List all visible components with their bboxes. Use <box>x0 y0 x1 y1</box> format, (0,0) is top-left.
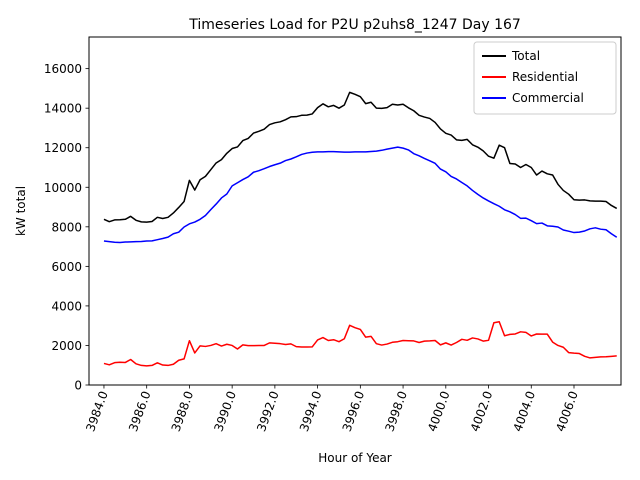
x-axis-ticks: 3984.0 3986.0 3988.0 3990.0 3992.0 3994.0 3996… <box>83 385 581 433</box>
x-tick-label: 4002.0 <box>468 389 496 433</box>
y-tick-label: 0 <box>74 379 82 393</box>
chart-title: Timeseries Load for P2U p2uhs8_1247 Day … <box>188 17 521 33</box>
legend-label-residential: Residential <box>512 70 578 84</box>
y-tick-label: 4000 <box>51 299 82 313</box>
series-line-total <box>103 91 618 223</box>
x-tick-label: 3998.0 <box>382 389 410 433</box>
legend-label-total: Total <box>511 49 540 63</box>
y-tick-label: 2000 <box>51 339 82 353</box>
series-line-commercial <box>103 146 618 244</box>
y-tick-label: 12000 <box>44 141 82 155</box>
x-tick-label: 3990.0 <box>211 389 239 433</box>
y-axis-label: kW total <box>14 186 28 236</box>
y-tick-label: 16000 <box>44 62 82 76</box>
x-tick-label: 3996.0 <box>340 389 368 433</box>
legend-label-commercial: Commercial <box>512 91 584 105</box>
y-tick-label: 8000 <box>51 220 82 234</box>
x-tick-label: 3984.0 <box>83 389 111 433</box>
legend-box <box>473 41 617 115</box>
y-tick-label: 6000 <box>51 260 82 274</box>
y-axis-ticks: 0 2000 4000 6000 8000 10000 12000 14000 16000 <box>44 62 89 393</box>
legend: Total Residential Commercial <box>473 41 617 115</box>
x-axis-label: Hour of Year <box>318 451 392 465</box>
x-tick-label: 4006.0 <box>553 389 581 433</box>
plot-frame <box>88 36 622 386</box>
x-tick-label: 4000.0 <box>425 389 453 433</box>
x-tick-label: 4004.0 <box>511 389 539 433</box>
y-tick-label: 14000 <box>44 102 82 116</box>
y-tick-label: 10000 <box>44 181 82 195</box>
x-tick-label: 3992.0 <box>254 389 282 433</box>
x-tick-label: 3988.0 <box>169 389 197 433</box>
series-line-residential <box>103 320 617 367</box>
series-layer <box>103 91 618 367</box>
x-tick-label: 3994.0 <box>297 389 325 433</box>
x-tick-label: 3986.0 <box>126 389 154 433</box>
